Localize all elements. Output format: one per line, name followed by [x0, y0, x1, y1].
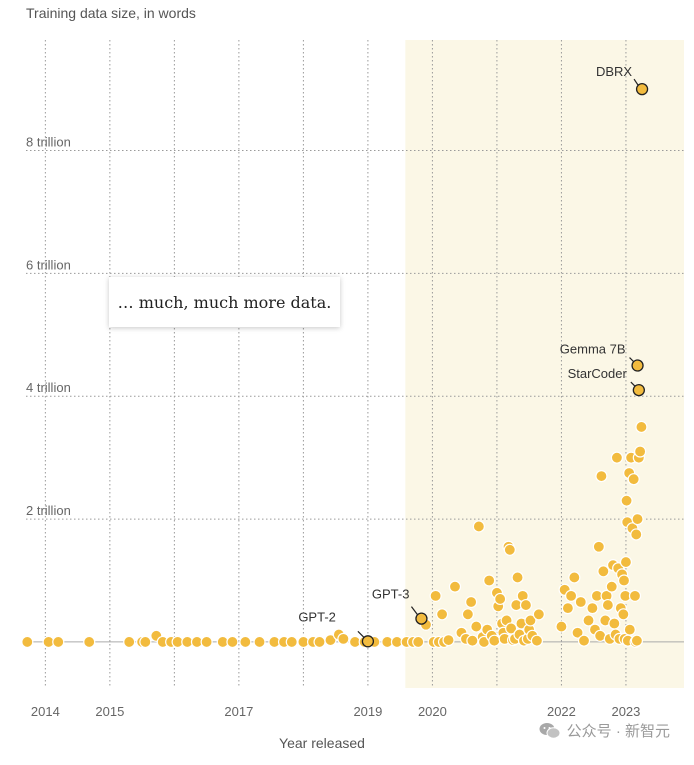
x-tick-label: 2017 — [224, 704, 253, 719]
chart-title: Training data size, in words — [26, 5, 196, 21]
x-tick-label: 2023 — [611, 704, 640, 719]
labeled-point — [632, 383, 645, 397]
data-point — [565, 589, 578, 602]
data-point — [631, 512, 644, 526]
data-point — [617, 574, 631, 587]
data-point — [635, 420, 648, 434]
data-point — [634, 445, 647, 458]
data-point — [324, 633, 337, 647]
annotation-label: StarCoder — [568, 366, 628, 381]
data-point — [630, 528, 643, 541]
annotation-leader — [633, 78, 639, 86]
watermark-text: 公众号 · 新智元 — [566, 723, 670, 740]
x-tick-labels: 2014 2015 2017 2019 2020 2022 2023 — [31, 704, 641, 719]
data-point — [253, 635, 266, 649]
y-tick-label: 6 trillion — [26, 257, 71, 272]
callout-box: … much, much more data. — [109, 277, 340, 327]
data-point — [571, 626, 584, 639]
data-point — [435, 608, 449, 621]
data-point — [505, 622, 518, 635]
data-point — [605, 580, 618, 593]
wechat-icon — [539, 722, 561, 740]
data-point — [568, 571, 581, 584]
data-point — [470, 620, 483, 633]
data-point — [200, 635, 213, 649]
data-point — [574, 595, 587, 609]
x-axis-title: Year released — [279, 735, 365, 751]
data-points — [21, 420, 648, 649]
data-point — [592, 540, 605, 553]
data-point — [608, 617, 621, 630]
annotation-label: GPT-2 — [298, 609, 336, 624]
data-point — [601, 598, 614, 612]
data-point — [617, 608, 630, 621]
data-point — [483, 574, 496, 587]
data-point — [586, 602, 599, 615]
data-point — [524, 614, 537, 627]
data-point — [442, 633, 455, 647]
annotations: GPT-2 GPT-3 StarCoder Gemma 7B DBRX — [298, 64, 649, 648]
data-point — [627, 473, 640, 486]
data-point — [472, 520, 485, 533]
callout-text: … much, much more data. — [117, 292, 332, 312]
data-point — [239, 635, 252, 649]
data-point — [465, 595, 478, 609]
y-tick-label: 4 trillion — [26, 380, 71, 395]
data-point — [412, 635, 425, 649]
data-point — [628, 589, 642, 602]
data-point — [503, 543, 516, 556]
data-point — [619, 555, 633, 569]
labeled-point — [415, 612, 428, 625]
data-point — [285, 635, 298, 649]
labeled-point — [361, 635, 375, 648]
data-point — [21, 635, 34, 649]
labeled-point — [631, 359, 644, 372]
data-point — [561, 602, 574, 615]
data-point — [532, 608, 545, 621]
data-point — [139, 635, 152, 649]
data-point — [610, 451, 624, 464]
data-point — [519, 598, 533, 612]
data-point — [577, 634, 591, 647]
annotation-leader — [630, 381, 636, 387]
annotation-label: DBRX — [596, 64, 632, 79]
data-point — [488, 634, 501, 647]
x-tick-label: 2014 — [31, 704, 60, 719]
data-point — [595, 469, 608, 483]
data-point — [429, 589, 442, 602]
watermark: 公众号 · 新智元 — [536, 720, 672, 741]
x-tick-label: 2015 — [95, 704, 124, 719]
data-point — [623, 623, 636, 636]
data-point — [52, 635, 65, 649]
data-point — [555, 620, 568, 633]
x-tick-label: 2020 — [418, 704, 447, 719]
y-tick-labels: 2 trillion 4 trillion 6 trillion 8 trillion — [26, 135, 71, 519]
annotation-label: Gemma 7B — [560, 342, 626, 357]
data-point — [597, 565, 610, 578]
y-tick-label: 8 trillion — [26, 135, 71, 150]
data-point — [630, 634, 644, 647]
data-point — [582, 614, 595, 627]
data-point — [83, 635, 96, 649]
data-point — [337, 632, 350, 645]
annotation-leader — [410, 606, 418, 615]
data-point — [620, 494, 633, 507]
data-point — [511, 571, 524, 584]
data-point — [123, 635, 136, 649]
data-point — [226, 635, 239, 649]
annotation-leader — [629, 357, 634, 362]
annotation-leader — [357, 630, 365, 638]
y-tick-label: 2 trillion — [26, 503, 71, 518]
labeled-point — [635, 82, 649, 96]
x-tick-label: 2022 — [547, 704, 576, 719]
data-point — [313, 635, 326, 649]
data-point — [494, 592, 507, 606]
data-point — [466, 634, 479, 647]
data-point — [461, 608, 474, 621]
x-tick-label: 2019 — [353, 704, 382, 719]
data-point — [530, 634, 544, 647]
annotation-label: GPT-3 — [372, 587, 410, 602]
data-point — [448, 580, 462, 593]
